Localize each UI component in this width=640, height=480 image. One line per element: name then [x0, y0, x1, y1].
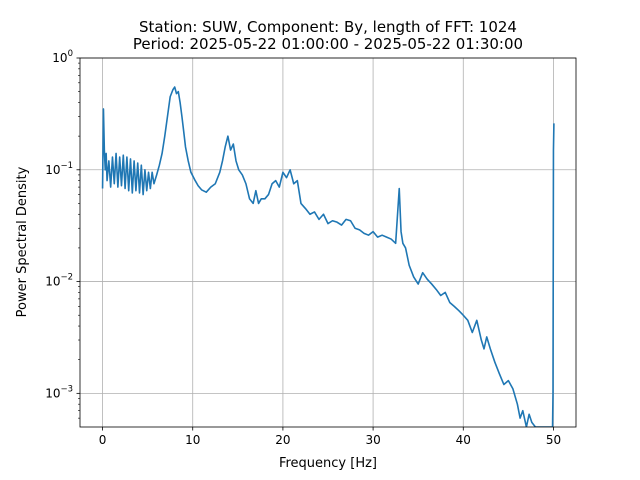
data-series [101, 86, 555, 427]
x-tick-label: 30 [365, 433, 380, 447]
psd-series-line [101, 86, 555, 427]
x-tick-label: 0 [99, 433, 107, 447]
x-axis-label: Frequency [Hz] [279, 456, 377, 471]
x-tick-label: 20 [275, 433, 290, 447]
y-tick-label: 100 [52, 49, 73, 65]
chart-title: Station: SUW, Component: By, length of F… [139, 18, 517, 36]
chart-subtitle: Period: 2025-05-22 01:00:00 - 2025-05-22… [133, 35, 523, 53]
y-tick-exponent: −2 [60, 273, 73, 283]
x-tick-label: 40 [456, 433, 471, 447]
y-tick-exponent: −1 [60, 161, 73, 171]
y-tick-label: 10−3 [45, 384, 73, 400]
x-axis-ticks: 0 10 20 30 40 50 [99, 427, 561, 447]
y-tick-base: 10 [45, 163, 60, 177]
x-tick-label: 50 [546, 433, 561, 447]
y-tick-base: 10 [45, 275, 60, 289]
y-tick-base: 10 [52, 51, 67, 65]
y-tick-label: 10−1 [45, 161, 73, 177]
y-tick-exponent: −3 [60, 384, 73, 394]
y-tick-exponent: 0 [68, 49, 73, 59]
plot-frame [79, 57, 577, 428]
y-axis-label: Power Spectral Density [15, 166, 30, 317]
y-tick-label: 10−2 [45, 273, 73, 289]
x-tick-label: 10 [185, 433, 200, 447]
y-tick-base: 10 [45, 386, 60, 400]
